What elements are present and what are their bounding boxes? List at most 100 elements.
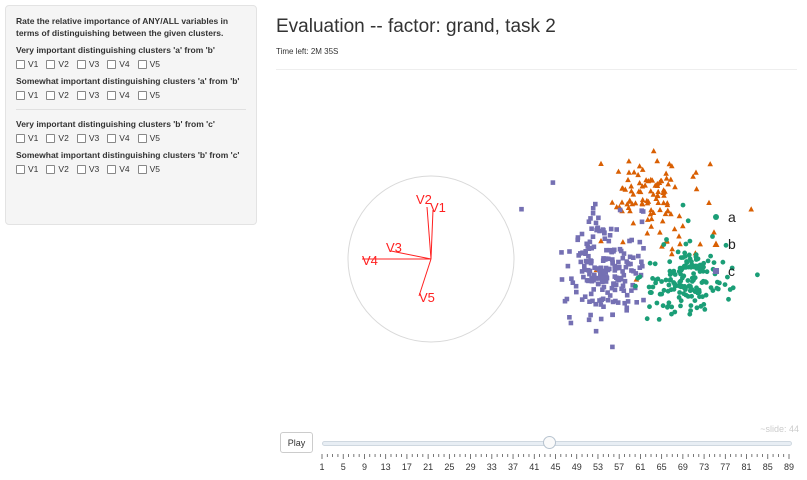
checkbox-label: V5 xyxy=(149,133,161,143)
checkbox-icon[interactable] xyxy=(16,90,25,100)
point-a xyxy=(665,303,671,309)
checkbox-icon[interactable] xyxy=(46,164,56,174)
point-a xyxy=(681,291,687,297)
checkbox-v3[interactable]: V3 xyxy=(76,164,99,174)
checkbox-v5[interactable]: V5 xyxy=(137,90,160,100)
point-a xyxy=(647,304,652,310)
point-a xyxy=(685,278,691,283)
checkbox-v3[interactable]: V3 xyxy=(76,59,100,69)
point-b xyxy=(648,176,654,182)
checkbox-icon[interactable] xyxy=(16,133,25,143)
checkbox-icon[interactable] xyxy=(107,133,117,143)
checkbox-v4[interactable]: V4 xyxy=(107,59,130,69)
checkbox-icon[interactable] xyxy=(76,90,86,100)
checkbox-icon[interactable] xyxy=(46,90,56,100)
point-b xyxy=(660,199,667,206)
point-c xyxy=(603,256,609,261)
play-button[interactable]: Play xyxy=(280,432,313,453)
point-b xyxy=(707,161,713,167)
point-c xyxy=(593,220,599,226)
axis-label-v1: V1 xyxy=(430,200,446,215)
point-a xyxy=(681,273,687,279)
point-a xyxy=(680,202,686,208)
point-b xyxy=(672,184,678,190)
point-a xyxy=(687,311,693,317)
point-a xyxy=(660,303,666,309)
point-b xyxy=(620,239,626,245)
checkbox-v3[interactable]: V3 xyxy=(76,90,99,100)
point-a xyxy=(699,280,705,285)
checkbox-v1[interactable]: V1 xyxy=(16,164,38,174)
checkbox-icon[interactable] xyxy=(107,90,117,100)
checkbox-label: V3 xyxy=(88,59,100,69)
checkbox-v4[interactable]: V4 xyxy=(107,90,130,100)
point-b xyxy=(639,201,646,207)
checkbox-icon[interactable] xyxy=(107,164,117,174)
checkbox-v4[interactable]: V4 xyxy=(107,133,130,143)
point-b xyxy=(654,180,661,187)
checkbox-v1[interactable]: V1 xyxy=(16,133,38,143)
checkbox-icon[interactable] xyxy=(76,133,86,143)
checkbox-icon[interactable] xyxy=(137,59,147,69)
checkbox-icon[interactable] xyxy=(46,59,56,69)
point-c xyxy=(562,298,568,304)
point-b xyxy=(680,223,686,229)
checkbox-icon[interactable] xyxy=(137,90,147,100)
slider-handle[interactable] xyxy=(543,436,556,449)
checkbox-v1[interactable]: V1 xyxy=(16,59,38,69)
checkbox-v5[interactable]: V5 xyxy=(137,133,161,143)
scatter-points xyxy=(519,148,760,350)
point-c xyxy=(620,283,626,289)
point-b xyxy=(671,226,678,232)
page-title: Evaluation -- factor: grand, task 2 xyxy=(276,16,556,37)
checkbox-v2[interactable]: V2 xyxy=(46,133,69,143)
point-b xyxy=(654,158,660,164)
point-a xyxy=(659,279,664,284)
checkbox-v5[interactable]: V5 xyxy=(137,59,160,69)
point-b xyxy=(639,196,646,203)
checkbox-icon[interactable] xyxy=(76,164,86,174)
point-b xyxy=(660,187,667,193)
slider-tick-label: 73 xyxy=(699,462,709,472)
point-a xyxy=(688,264,694,270)
point-c xyxy=(622,278,628,284)
point-c xyxy=(568,320,574,326)
point-b xyxy=(639,166,646,172)
point-c xyxy=(607,293,613,298)
point-c xyxy=(616,259,621,265)
point-c xyxy=(583,258,589,264)
point-c xyxy=(591,287,596,292)
point-c xyxy=(641,246,646,251)
checkbox-v2[interactable]: V2 xyxy=(46,90,69,100)
point-a xyxy=(710,234,715,239)
checkbox-v5[interactable]: V5 xyxy=(137,164,160,174)
axis-line-v2 xyxy=(426,206,432,260)
point-c xyxy=(640,263,645,269)
checkbox-v2[interactable]: V2 xyxy=(46,59,69,69)
point-b xyxy=(598,238,604,244)
checkbox-icon[interactable] xyxy=(107,59,117,69)
point-c xyxy=(606,238,612,244)
checkbox-v2[interactable]: V2 xyxy=(46,164,69,174)
checkbox-icon[interactable] xyxy=(46,133,56,143)
point-b xyxy=(615,168,622,174)
point-b xyxy=(660,189,666,195)
checkbox-icon[interactable] xyxy=(137,133,147,143)
slider-track[interactable] xyxy=(322,441,792,446)
checkbox-icon[interactable] xyxy=(16,59,25,69)
slide-label: ~slide: 44 xyxy=(760,424,799,434)
checkbox-icon[interactable] xyxy=(137,164,147,174)
checkbox-v1[interactable]: V1 xyxy=(16,90,38,100)
checkbox-icon[interactable] xyxy=(16,164,25,174)
point-a xyxy=(687,256,693,262)
slider-tick-label: 65 xyxy=(657,462,667,472)
point-b xyxy=(636,163,643,169)
slider-tick-label: 61 xyxy=(635,462,645,472)
point-c xyxy=(601,304,606,309)
checkbox-v4[interactable]: V4 xyxy=(107,164,130,174)
axis-label-v4: V4 xyxy=(362,253,378,268)
checkbox-v3[interactable]: V3 xyxy=(76,133,99,143)
checkbox-icon[interactable] xyxy=(76,59,86,69)
point-c xyxy=(575,237,580,243)
